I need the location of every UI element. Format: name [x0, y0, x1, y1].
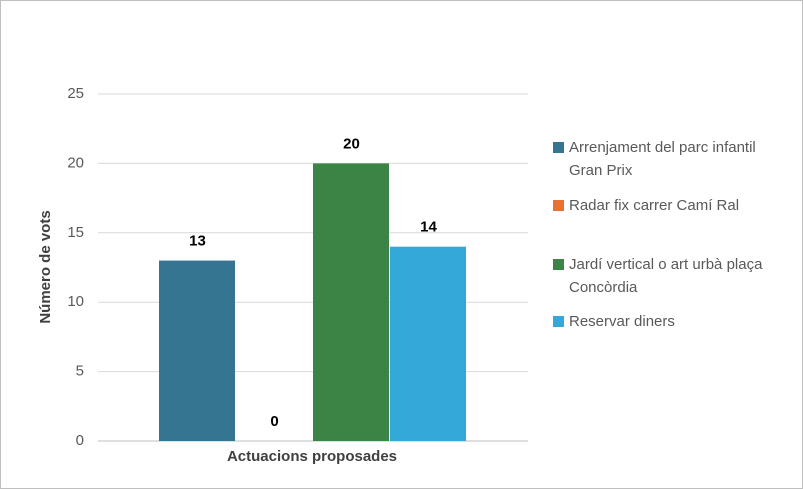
legend-entry: Jardí vertical o art urbà plaça Concòrdi…	[553, 253, 789, 299]
y-tick-label: 15	[67, 224, 84, 241]
legend-entry: Radar fix carrer Camí Ral	[553, 194, 789, 217]
bar	[159, 260, 235, 441]
bar	[313, 163, 389, 441]
y-tick-label: 20	[67, 154, 84, 171]
legend-swatch	[553, 259, 564, 270]
legend-label: Jardí vertical o art urbà plaça Concòrdi…	[569, 256, 763, 296]
bar	[390, 246, 466, 441]
y-tick-label: 5	[76, 363, 84, 380]
legend-entry: Reservar diners	[553, 310, 789, 333]
x-axis-title: Actuacions proposades	[227, 448, 397, 465]
legend-label: Radar fix carrer Camí Ral	[569, 197, 740, 214]
legend-swatch	[553, 316, 564, 327]
legend-entry: Arrenjament del parc infantil Gran Prix	[553, 136, 789, 182]
data-label: 0	[270, 413, 278, 430]
legend-label: Arrenjament del parc infantil Gran Prix	[569, 139, 756, 179]
data-label: 14	[420, 219, 437, 236]
legend-label: Reservar diners	[569, 313, 675, 330]
y-tick-label: 25	[67, 85, 84, 102]
y-tick-label: 0	[76, 432, 84, 449]
y-axis-title: Número de vots	[37, 210, 54, 323]
y-tick-label: 10	[67, 293, 84, 310]
data-label: 13	[189, 233, 206, 250]
legend-swatch	[553, 142, 564, 153]
data-label: 20	[343, 135, 360, 152]
legend-swatch	[553, 200, 564, 211]
